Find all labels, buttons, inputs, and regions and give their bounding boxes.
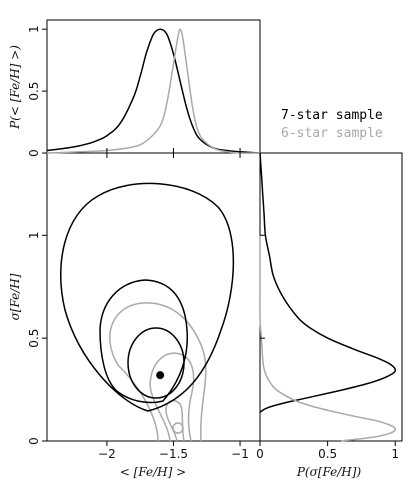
top-panel-frame	[46, 19, 261, 154]
best-fit-7star-marker	[156, 371, 165, 380]
right-marginal-curves	[259, 152, 397, 442]
legend-7star: 7-star sample	[281, 108, 383, 123]
main-y-tick-label-1: 0.5	[27, 329, 41, 348]
top-curve-6star	[46, 28, 261, 154]
top-y-axis-label: P(< [Fe/H] >)	[8, 45, 22, 130]
contour-6star-outer	[109, 302, 207, 442]
main-y-tick-label-2: 1	[27, 231, 41, 239]
main-x-tick-label-1: −1.5	[159, 447, 188, 461]
right-curve-7star	[259, 152, 397, 413]
main-x-tick-label-2: −1	[231, 447, 249, 461]
best-fit-6star-marker	[172, 422, 184, 434]
contour-7star-3sigma	[59, 182, 235, 412]
main-y-tick-label-0: 0	[27, 437, 41, 445]
axis-ticks: −2 −1.5 −1 0 0.5 1 0 0.5 1 0 0.5 1	[27, 25, 399, 461]
right-x-tick-label-2: 1	[391, 447, 399, 461]
right-x-axis-label: P(σ[Fe/H])	[296, 465, 362, 479]
contours-7star	[59, 182, 235, 412]
right-curve-6star	[259, 235, 397, 442]
top-y-tick-label-0: 0	[27, 149, 41, 157]
right-x-tick-label-0: 0	[256, 447, 264, 461]
right-panel-frame	[259, 152, 403, 442]
legend-6star: 6-star sample	[281, 126, 383, 141]
right-x-tick-label-1: 0.5	[318, 447, 337, 461]
top-y-tick-label-1: 0.5	[27, 82, 41, 101]
main-x-tick-label-0: −2	[98, 447, 116, 461]
top-y-tick-label-2: 1	[27, 25, 41, 33]
top-marginal-curves	[46, 28, 261, 154]
main-y-axis-label: σ[Fe/H]	[8, 273, 22, 320]
main-x-axis-label: < [Fe/H] >	[120, 465, 186, 479]
contours-6star	[109, 302, 207, 442]
legend: 7-star sample 6-star sample	[281, 108, 383, 141]
contour-7star-2sigma	[99, 279, 189, 404]
